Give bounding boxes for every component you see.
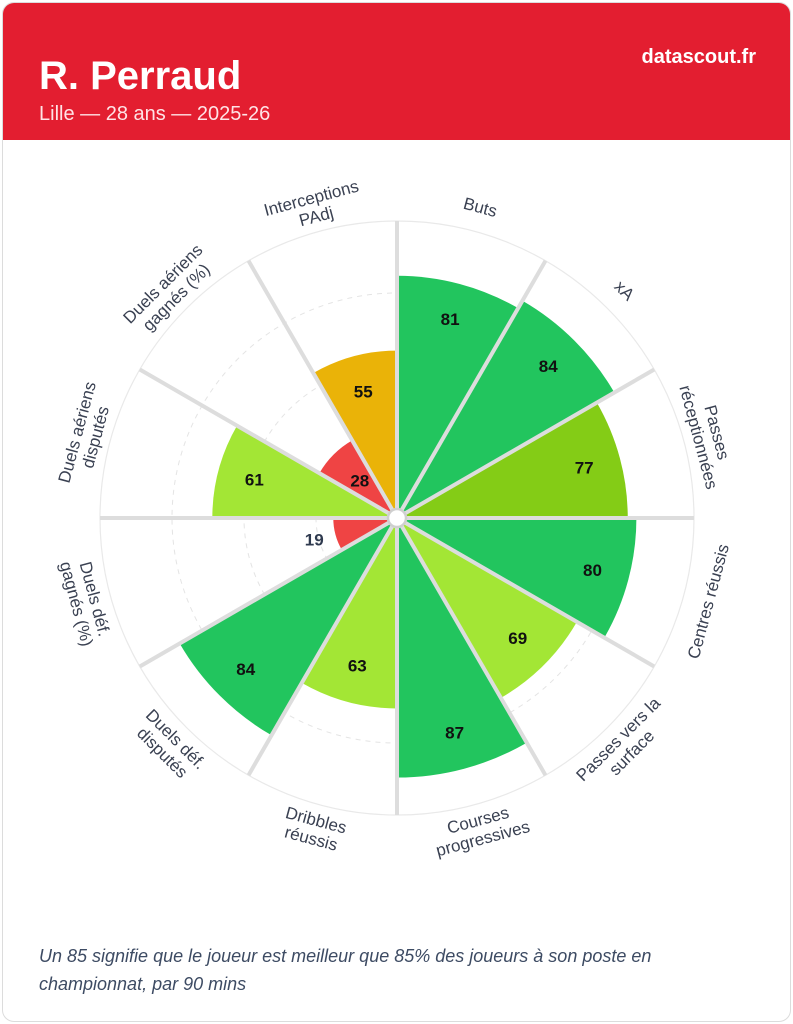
spoke-line [138,516,398,669]
value-label: 84 [236,660,255,679]
chart-footnote: Un 85 signifie que le joueur est meilleu… [39,946,652,994]
value-label: 87 [445,723,464,742]
category-label: Duels déf.disputés [128,706,209,787]
wedge-bar [397,402,628,518]
category-label: xA [611,277,639,305]
wedge-bar [212,425,397,518]
wedge-bar [397,518,637,638]
spoke-line [246,517,399,777]
wedge-bar [313,350,397,518]
pizza-chart: 81 84 77 80 69 87 63 84 19 61 28 55 Buts xA Passesréce… [55,177,739,861]
value-label: 28 [350,471,369,490]
wedge-bar [301,518,397,709]
value-label: 81 [441,310,460,329]
category-label: Duels aériensgagnés (%) [119,240,219,340]
value-label: 61 [245,470,264,489]
spoke-line [138,367,398,520]
value-label: 19 [305,531,324,550]
value-label: 77 [575,458,594,477]
category-label-text: Dribblesréussis [278,803,348,856]
spoke-line [246,259,399,519]
category-label: Passesréceptionnées [675,378,739,491]
category-label: InterceptionsPAdj [262,177,366,239]
card-header: R. Perraud Lille — 28 ans — 2025-26 data… [3,3,790,140]
category-label: Coursesprogressives [429,799,532,861]
category-label-text: Passesréceptionnées [675,378,739,491]
value-label: 55 [354,383,373,402]
value-label: 69 [508,629,527,648]
value-label: 63 [348,657,367,676]
label-line: xA [611,277,639,305]
category-label: Duels déf.gagnés (%) [56,555,115,649]
spoke-line [395,259,548,519]
category-label-text: InterceptionsPAdj [262,177,366,239]
wedge-bar [397,275,519,518]
spokes [100,221,694,815]
wedge-bar [319,440,397,518]
category-label: Buts [461,194,499,221]
category-label-text: Buts [461,194,499,221]
value-label: 84 [539,357,558,376]
category-label-text: Duels déf.gagnés (%) [56,555,115,649]
player-name: R. Perraud [39,54,242,98]
category-label: Dribblesréussis [278,803,349,856]
category-label-text: Coursesprogressives [429,799,532,861]
brand-link[interactable]: datascout.fr [641,46,756,68]
player-meta: Lille — 28 ans — 2025-26 [39,103,271,125]
category-label: Duels aériensdisputés [55,380,119,490]
value-labels: 81 84 77 80 69 87 63 84 19 61 28 55 [236,310,602,742]
category-label-text: Duels aériensdisputés [55,380,119,490]
wedge-bar [179,518,397,736]
spoke-line [396,516,656,669]
wedge-bar [397,518,577,698]
wedge-bar [397,518,527,778]
value-label: 80 [583,561,602,580]
spoke-line [396,367,656,520]
category-label-text: xA [611,277,639,305]
wedge-bar [397,300,615,518]
wedges [179,275,637,778]
spoke-line [395,517,548,777]
center-hub [386,507,408,529]
category-label-text: Duels aériensgagnés (%) [119,240,219,340]
category-label-text: Duels déf.disputés [128,706,209,787]
label-line: Buts [461,194,499,221]
